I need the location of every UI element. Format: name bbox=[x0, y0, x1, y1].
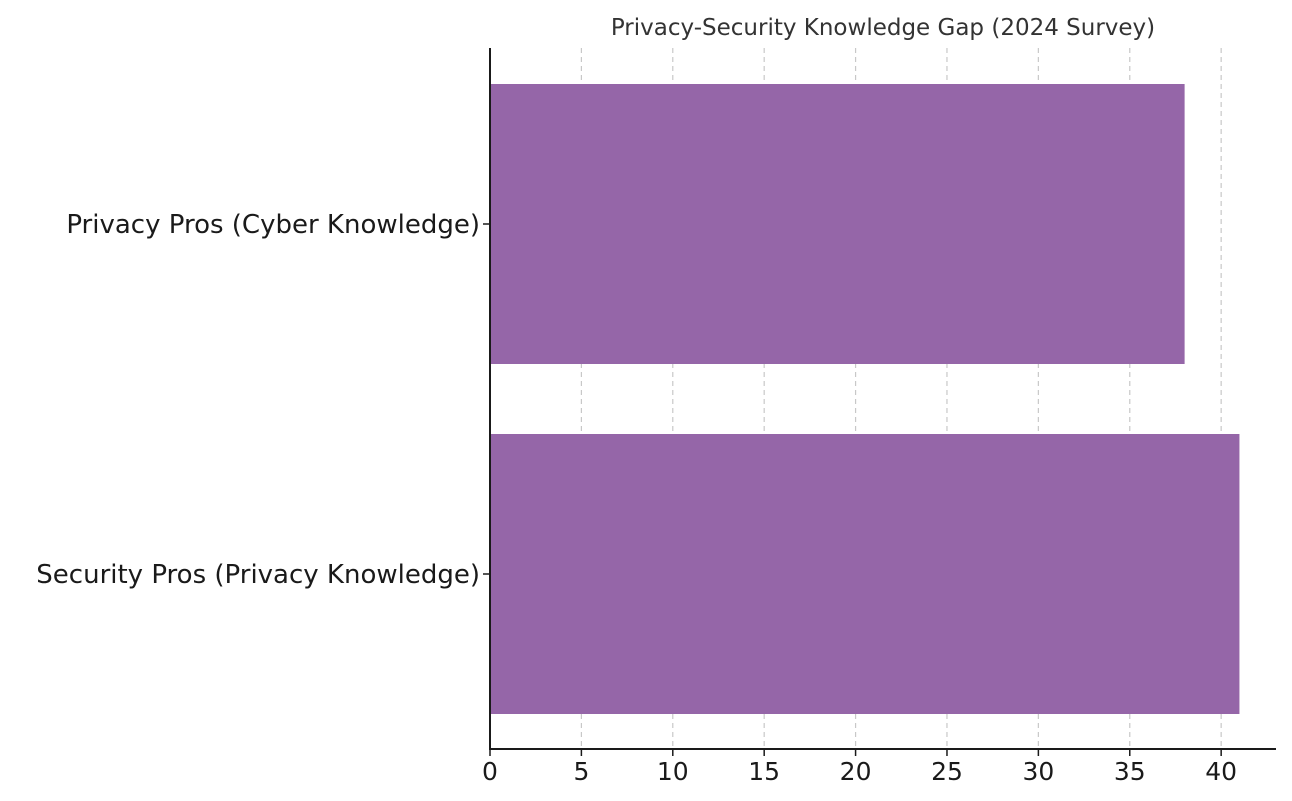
y-axis-ticks: Privacy Pros (Cyber Knowledge) Security P… bbox=[36, 210, 490, 590]
category-label: Privacy Pros (Cyber Knowledge) bbox=[66, 210, 480, 240]
x-tick-label: 10 bbox=[657, 757, 689, 786]
x-axis-ticks: 0 5 10 15 20 25 30 35 40 bbox=[482, 749, 1237, 786]
x-tick-label: 30 bbox=[1022, 757, 1054, 786]
x-tick-label: 20 bbox=[840, 757, 872, 786]
x-tick-label: 25 bbox=[931, 757, 963, 786]
bar bbox=[490, 84, 1185, 364]
bar bbox=[490, 434, 1240, 714]
x-tick-label: 35 bbox=[1114, 757, 1146, 786]
chart-title: Privacy-Security Knowledge Gap (2024 Sur… bbox=[611, 15, 1155, 41]
category-label: Security Pros (Privacy Knowledge) bbox=[36, 560, 480, 590]
bars bbox=[490, 84, 1240, 714]
x-tick-label: 40 bbox=[1205, 757, 1237, 786]
x-tick-label: 5 bbox=[573, 757, 589, 786]
axes bbox=[489, 48, 1276, 750]
x-tick-label: 0 bbox=[482, 757, 498, 786]
x-tick-label: 15 bbox=[748, 757, 780, 786]
